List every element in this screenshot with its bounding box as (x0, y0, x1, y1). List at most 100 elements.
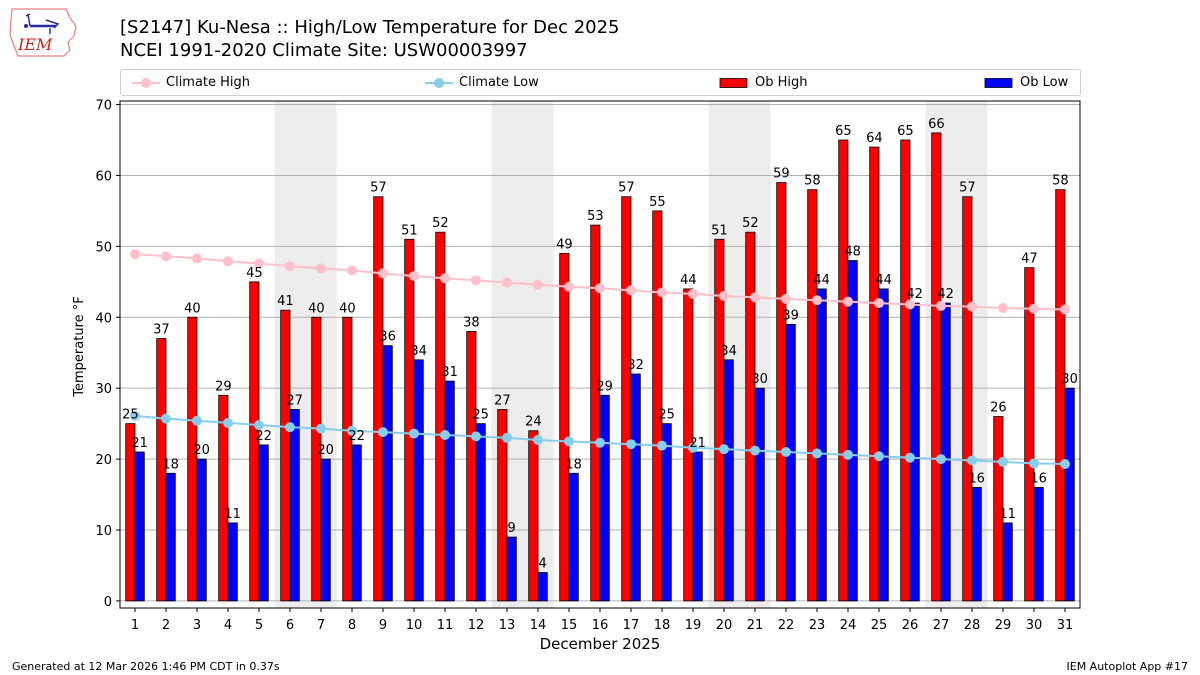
legend-label: Climate Low (459, 75, 539, 90)
x-tick-label: 22 (778, 618, 795, 633)
ob-high-value-label: 45 (246, 266, 263, 281)
climate-low-point (936, 454, 946, 465)
legend-item-climate-low: Climate Low (425, 74, 539, 91)
climate-low-line-icon (425, 77, 453, 88)
x-tick-label: 21 (747, 618, 764, 633)
ob-low-value-label: 9 (508, 521, 516, 536)
ob-low-bar (289, 409, 300, 602)
ob-high-value-label: 25 (122, 408, 139, 423)
y-axis-label: Temperature °F (72, 296, 87, 397)
climate-high-point (378, 268, 388, 279)
ob-high-value-label: 40 (184, 301, 201, 316)
ob-low-value-label: 34 (720, 344, 737, 359)
ob-high-value-label: 41 (277, 294, 294, 309)
app-credit: IEM Autoplot App #17 (1066, 660, 1189, 673)
generated-timestamp: Generated at 12 Mar 2026 1:46 PM CDT in … (12, 660, 280, 673)
y-tick-label: 40 (95, 311, 112, 326)
ob-high-swatch-icon (719, 77, 748, 88)
ob-low-bar (475, 423, 486, 602)
ob-low-value-label: 22 (255, 429, 272, 444)
ob-high-bar (435, 231, 446, 602)
x-tick-label: 23 (809, 618, 826, 633)
ob-low-bar (382, 345, 393, 602)
x-tick-label: 3 (193, 618, 201, 633)
station-dot-icon (24, 24, 28, 28)
ob-low-value-label: 11 (224, 507, 241, 522)
ob-low-bar (165, 472, 176, 602)
x-tick-label: 12 (468, 618, 485, 633)
ob-low-bar (227, 522, 238, 602)
chart-title: [S2147] Ku-Nesa :: High/Low Temperature … (120, 17, 620, 38)
ob-low-bar (1064, 387, 1075, 602)
climate-high-point (192, 253, 202, 264)
climate-low-point (347, 425, 357, 436)
climate-high-line-icon (132, 77, 160, 88)
y-tick-label: 30 (95, 382, 112, 397)
ob-low-bar (847, 260, 858, 602)
ob-high-value-label: 65 (835, 124, 852, 139)
climate-high-point (471, 275, 481, 286)
climate-low-point (781, 447, 791, 457)
climate-low-point (750, 445, 760, 456)
legend: Climate High Climate Low Ob High Ob Low (120, 69, 1081, 96)
x-tick-label: 8 (348, 618, 356, 633)
ob-low-bar (537, 572, 548, 602)
x-tick-label: 24 (840, 618, 857, 633)
climate-high-point (626, 285, 636, 296)
climate-low-point (409, 428, 419, 439)
ob-low-value-label: 25 (472, 408, 489, 423)
ob-high-value-label: 58 (1052, 174, 1069, 189)
x-axis-label: December 2025 (540, 635, 661, 653)
ob-high-bar (187, 316, 198, 602)
ob-low-value-label: 16 (1030, 471, 1047, 486)
ob-high-bar (931, 132, 942, 602)
climate-low-point (316, 423, 326, 434)
climate-high-point (781, 293, 791, 304)
climate-low-point (564, 436, 574, 447)
ob-low-bar (940, 302, 951, 602)
ob-high-value-label: 66 (928, 117, 945, 132)
ob-high-bar (993, 416, 1004, 602)
ob-low-value-label: 20 (317, 443, 334, 458)
ob-high-bar (869, 146, 880, 602)
climate-low-point (967, 455, 977, 466)
x-tick-label: 31 (1057, 618, 1074, 633)
ob-high-bar (776, 182, 787, 602)
ob-high-value-label: 37 (153, 323, 170, 338)
ob-high-bar (528, 430, 539, 602)
x-tick-label: 17 (623, 618, 640, 633)
legend-item-climate-high: Climate High (132, 74, 250, 91)
ob-high-value-label: 57 (618, 181, 635, 196)
x-tick-label: 10 (406, 618, 423, 633)
ob-low-value-label: 18 (565, 457, 582, 472)
ob-low-value-label: 22 (348, 429, 365, 444)
ob-high-value-label: 58 (804, 174, 821, 189)
ob-high-value-label: 29 (215, 379, 232, 394)
climate-low-point (905, 452, 915, 463)
climate-low-point (1029, 458, 1039, 469)
climate-high-point (409, 271, 419, 282)
ob-low-bar (599, 394, 610, 602)
iem-logo: IEM (9, 8, 77, 57)
ob-high-value-label: 57 (370, 181, 387, 196)
x-tick-label: 11 (437, 618, 454, 633)
climate-low-point (626, 439, 636, 450)
ob-low-bar (1002, 522, 1013, 602)
climate-low-point (254, 420, 264, 431)
y-axis: 0 10 20 30 40 50 60 70 (95, 99, 120, 610)
ob-high-value-label: 53 (587, 209, 604, 224)
climate-low-point (130, 410, 140, 421)
ob-high-value-label: 27 (494, 393, 511, 408)
ob-low-bar (568, 472, 579, 602)
ob-high-bar (342, 316, 353, 602)
ob-high-value-label: 49 (556, 237, 573, 252)
ob-low-value-label: 31 (441, 365, 458, 380)
x-tick-label: 13 (499, 618, 516, 633)
climate-high-point (316, 263, 326, 274)
ob-low-value-label: 4 (539, 557, 547, 572)
ob-high-bar (373, 196, 384, 602)
x-tick-label: 4 (224, 618, 232, 633)
ob-high-bar (1024, 267, 1035, 602)
climate-high-point (1060, 304, 1070, 315)
